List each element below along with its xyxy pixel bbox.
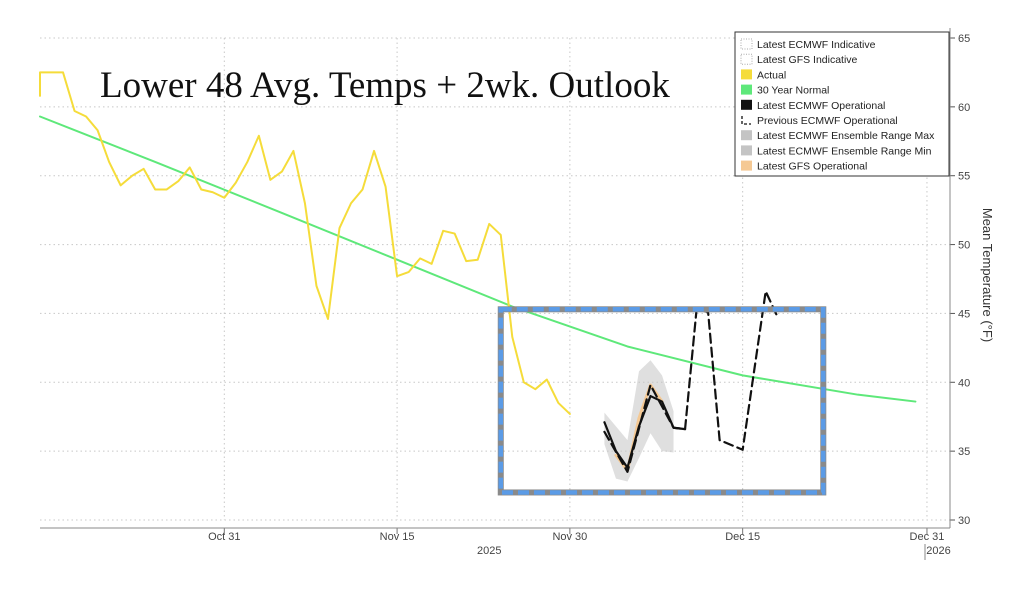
legend-swatch <box>741 145 752 156</box>
legend-box <box>734 31 950 177</box>
axes: 30 35 40 45 50 55 60 65 Oct 31 Nov 15 Nov 30 Dec 15… <box>40 28 970 560</box>
legend-swatch <box>740 38 753 50</box>
highlight-box <box>497 306 827 496</box>
legend-swatch <box>740 53 753 65</box>
x-tick-label: Dec 15 <box>725 531 760 543</box>
legend-label: Actual <box>757 69 786 81</box>
x-year-label: 2025 <box>477 545 501 557</box>
legend-swatch <box>741 130 752 141</box>
legend-label: Latest ECMWF Indicative <box>757 39 876 51</box>
y-tick-label: 55 <box>958 171 970 183</box>
x-tick-label: Nov 30 <box>552 531 587 543</box>
ecmwf-operational-line <box>603 394 687 469</box>
chart-title: Lower 48 Avg. Temps + 2wk. Outlook <box>100 65 670 106</box>
actual-line <box>39 71 571 415</box>
legend-label: Latest ECMWF Operational <box>757 100 885 112</box>
x-tick-label: Oct 31 <box>208 531 240 543</box>
legend-swatch <box>741 160 752 171</box>
x-tick-label: Nov 15 <box>380 531 415 543</box>
legend-label: Latest GFS Operational <box>757 161 867 173</box>
y-axis-label: Mean Temperature (°F) <box>980 208 995 342</box>
legend-label: Latest ECMWF Ensemble Range Min <box>757 145 932 157</box>
highlight-box-border <box>498 307 826 495</box>
legend-label: Latest ECMWF Ensemble Range Max <box>757 130 935 142</box>
y-tick-label: 40 <box>958 377 970 389</box>
legend-swatch <box>741 84 752 95</box>
legend-swatch <box>741 99 752 110</box>
grid <box>40 37 950 521</box>
y-tick-label: 50 <box>958 240 970 252</box>
x-tick-label: Dec 31 <box>910 531 945 543</box>
y-tick-label: 35 <box>958 446 970 458</box>
legend-label: Previous ECMWF Operational <box>757 115 898 127</box>
y-tick-label: 60 <box>958 102 970 114</box>
legend-swatch <box>741 69 752 80</box>
y-tick-label: 30 <box>958 515 970 527</box>
y-tick-label: 45 <box>958 308 970 320</box>
legend-swatch <box>741 116 751 125</box>
y-tick-label: 65 <box>958 33 970 45</box>
legend-label: 30 Year Normal <box>757 85 829 97</box>
legend-label: Latest GFS Indicative <box>757 54 858 66</box>
x-year-label: 2026 <box>926 545 950 557</box>
legend: Latest ECMWF Indicative Latest GFS Indica… <box>734 31 950 177</box>
